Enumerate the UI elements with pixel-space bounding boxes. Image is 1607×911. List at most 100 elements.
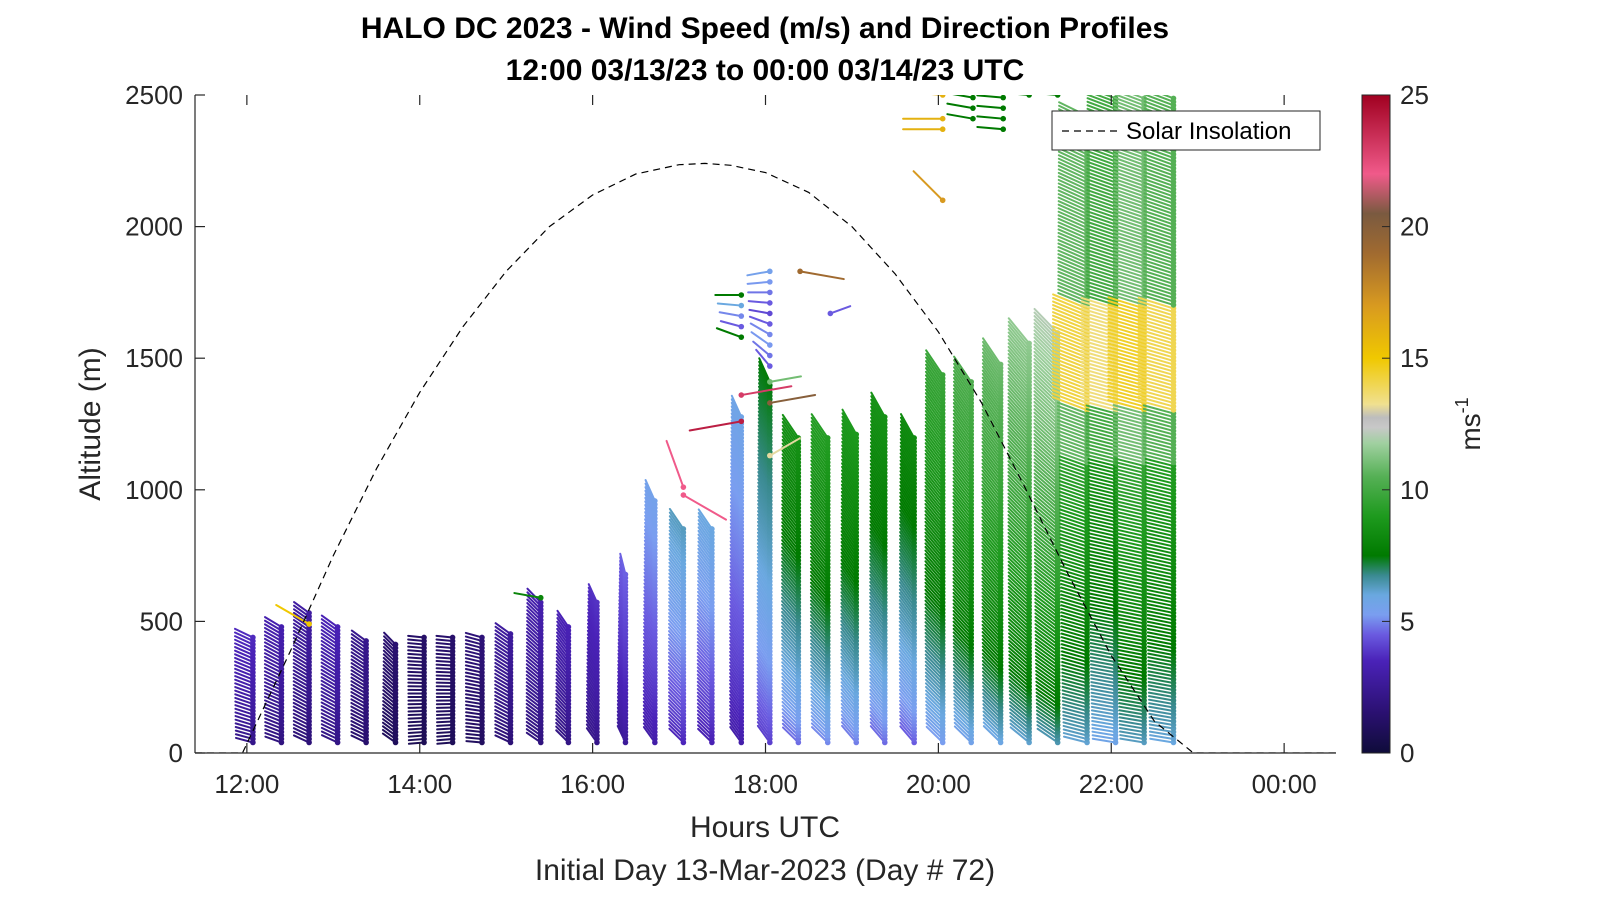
wind-barb-shaft: [1117, 691, 1146, 698]
wind-barb-shaft: [1034, 648, 1059, 667]
wind-barb-shaft: [1086, 249, 1117, 261]
wind-barb-shaft: [1119, 730, 1146, 737]
wind-barb-shaft: [1115, 567, 1146, 576]
wind-barb-shaft: [981, 613, 1002, 635]
wind-barb-shaft: [982, 695, 1002, 716]
wind-barb-shaft: [1112, 439, 1146, 450]
wind-barb-shaft: [1107, 374, 1146, 387]
wind-barb-shaft: [1113, 241, 1146, 254]
wind-barb-dot: [622, 571, 629, 578]
wind-barb-shaft: [292, 673, 311, 684]
wind-barb-dot: [421, 634, 427, 641]
wind-barb-shaft: [292, 694, 311, 705]
wind-barb-shaft: [924, 438, 944, 464]
wind-barb-shaft: [925, 714, 944, 733]
wind-barb-shaft: [264, 724, 283, 733]
wind-barb-shaft: [1146, 588, 1175, 597]
wind-barb-shaft: [810, 704, 829, 723]
wind-barb-shaft: [1058, 455, 1089, 467]
wind-barb-shaft: [1088, 525, 1117, 534]
wind-barb-shaft: [1112, 411, 1146, 422]
wind-barb-shaft: [1033, 533, 1059, 555]
wind-barb-shaft: [952, 523, 973, 548]
wind-barb-shaft: [1146, 627, 1175, 635]
wind-barb-shaft: [1132, 95, 1146, 100]
wind-barb-shaft: [1033, 451, 1059, 474]
wind-barb-shaft: [810, 696, 829, 716]
wind-barb-shaft: [1057, 284, 1089, 299]
wind-barb-shaft: [1145, 535, 1175, 544]
wind-barb-shaft: [1115, 500, 1146, 509]
wind-barb-shaft: [1007, 596, 1031, 618]
wind-barb-shaft: [525, 724, 542, 737]
wind-barb-shaft: [924, 592, 944, 614]
wind-barb-shaft: [1036, 727, 1059, 744]
wind-barb-shaft: [924, 481, 944, 506]
wind-barb-shaft: [264, 721, 283, 730]
wind-barb-shaft: [981, 587, 1002, 611]
wind-barb-shaft: [1148, 702, 1175, 709]
wind-barb-dot: [594, 599, 600, 606]
wind-barb-shaft: [809, 624, 829, 646]
wind-barb-shaft: [525, 728, 542, 740]
wind-barb-shaft: [1056, 440, 1089, 453]
wind-barb-shaft: [350, 701, 368, 712]
wind-barb-shaft: [981, 656, 1002, 677]
wind-barb-shaft: [1117, 649, 1146, 656]
wind-barb-shaft: [494, 712, 512, 723]
wind-barb-shaft: [924, 671, 944, 691]
wind-barb-shaft: [1061, 664, 1089, 674]
wind-barb-shaft: [925, 363, 944, 390]
wind-barb-shaft: [1145, 564, 1175, 572]
wind-barb-shaft: [924, 571, 944, 593]
wind-barb-shaft: [981, 484, 1002, 509]
wind-barb-shaft: [1113, 238, 1146, 250]
wind-barb-shaft: [1033, 526, 1059, 548]
wind-barb-shaft: [1112, 283, 1146, 296]
wind-barb-shaft: [1146, 624, 1175, 632]
wind-barb-shaft: [981, 584, 1002, 607]
wind-barb-shaft: [1113, 259, 1146, 271]
wind-barb-shaft: [1115, 546, 1146, 555]
wind-barb-shaft: [1146, 596, 1175, 604]
wind-barb-shaft: [1056, 419, 1089, 432]
wind-barb-shaft: [1033, 311, 1059, 338]
wind-barb-shaft: [1085, 273, 1117, 285]
wind-barb-shaft: [263, 681, 283, 691]
wind-barb-shaft: [1061, 671, 1089, 681]
wind-barb-shaft: [1086, 160, 1117, 173]
wind-barb-shaft: [320, 668, 339, 681]
wind-barb-shaft: [1057, 242, 1089, 257]
wind-barb-shaft: [953, 678, 973, 698]
wind-barb-shaft: [1117, 656, 1146, 663]
wind-barb-shaft: [1059, 529, 1089, 541]
wind-barb-shaft: [1033, 529, 1059, 551]
wind-barb-shaft: [1148, 730, 1175, 737]
wind-barb-shaft: [981, 512, 1002, 537]
wind-barb-shaft: [263, 659, 283, 670]
wind-barb-shaft: [1033, 511, 1059, 534]
wind-barb-shaft: [494, 625, 512, 639]
wind-barb-shaft: [1112, 273, 1146, 285]
wind-barb-shaft: [1118, 698, 1146, 705]
wind-barb-shaft: [1036, 724, 1059, 740]
wind-barb-shaft: [1112, 418, 1146, 429]
wind-barb-shaft: [494, 680, 512, 691]
wind-barb-shaft: [350, 691, 368, 702]
wind-barb-shaft: [1033, 544, 1059, 565]
wind-barb-shaft: [1145, 557, 1175, 565]
wind-barb-shaft: [292, 644, 311, 656]
wind-barb-shaft: [292, 705, 311, 716]
wind-barb-shaft: [1033, 325, 1059, 352]
wind-barb-shaft: [1114, 486, 1146, 495]
wind-barb-shaft: [1058, 465, 1089, 478]
wind-barb-shaft: [292, 622, 311, 635]
wind-barb-shaft: [781, 413, 800, 439]
wind-barb-shaft: [1149, 734, 1175, 740]
wind-barb-shaft: [1057, 161, 1089, 177]
wind-barb-shaft: [924, 510, 944, 534]
wind-barb-shaft: [1146, 620, 1175, 628]
wind-barb-shaft: [1107, 299, 1146, 313]
wind-barb-shaft: [1059, 497, 1089, 509]
wind-barb-shaft: [924, 646, 944, 667]
